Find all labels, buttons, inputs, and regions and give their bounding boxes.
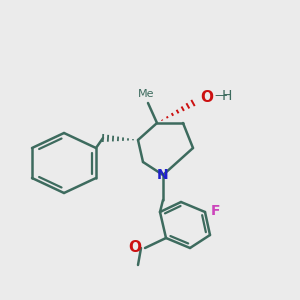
Text: —: — (214, 89, 226, 103)
Text: H: H (222, 89, 232, 103)
Text: N: N (157, 168, 169, 182)
Text: O: O (128, 241, 141, 256)
Text: F: F (211, 204, 220, 218)
Text: Me: Me (138, 89, 154, 99)
Text: O: O (200, 91, 213, 106)
